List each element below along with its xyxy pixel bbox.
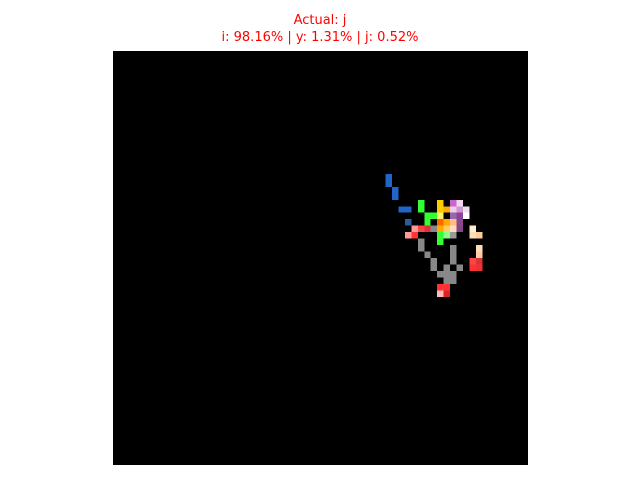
pixel bbox=[391, 193, 399, 200]
pixel bbox=[463, 206, 470, 213]
pixel bbox=[456, 212, 464, 220]
pixel bbox=[476, 251, 483, 258]
pixel bbox=[424, 212, 431, 220]
pixel bbox=[437, 290, 444, 297]
pixel bbox=[469, 264, 477, 271]
pixel bbox=[417, 199, 425, 207]
pixel bbox=[443, 290, 451, 297]
pixel bbox=[450, 212, 457, 220]
pixel bbox=[424, 219, 431, 226]
pixel bbox=[443, 264, 451, 271]
pixel bbox=[437, 238, 444, 246]
pixel bbox=[417, 225, 425, 233]
pixel bbox=[469, 232, 477, 239]
pixel bbox=[443, 270, 451, 278]
pixel bbox=[437, 232, 444, 239]
predictions-label: i: 98.16% | y: 1.31% | j: 0.52% bbox=[221, 30, 419, 45]
pixel bbox=[437, 212, 444, 220]
pixel bbox=[443, 206, 451, 213]
pixel bbox=[450, 232, 457, 239]
pixel bbox=[417, 238, 425, 246]
pixel bbox=[437, 219, 444, 226]
pixel bbox=[437, 225, 444, 233]
pixel bbox=[456, 219, 464, 226]
pixel bbox=[476, 245, 483, 252]
pixel bbox=[443, 283, 451, 291]
pixel bbox=[463, 212, 470, 220]
pixel bbox=[443, 277, 451, 284]
pixel bbox=[411, 232, 418, 239]
pixel bbox=[450, 219, 457, 226]
pixel bbox=[404, 206, 412, 213]
pixel bbox=[391, 186, 399, 194]
pixel bbox=[385, 180, 392, 187]
pixel bbox=[398, 206, 405, 213]
pixel bbox=[456, 199, 464, 207]
pixel bbox=[456, 225, 464, 233]
pixel bbox=[437, 206, 444, 213]
pixel bbox=[476, 258, 483, 265]
pixel bbox=[404, 219, 412, 226]
pixel bbox=[456, 264, 464, 271]
pixel bbox=[450, 251, 457, 258]
pixel bbox=[443, 219, 451, 226]
pixel bbox=[476, 232, 483, 239]
pixel bbox=[424, 251, 431, 258]
pixel bbox=[443, 225, 451, 233]
actual-label: Actual: j bbox=[293, 13, 347, 28]
pixel bbox=[404, 232, 412, 239]
pixel bbox=[450, 245, 457, 252]
pixel bbox=[430, 212, 438, 220]
pixel bbox=[456, 206, 464, 213]
pixel bbox=[417, 245, 425, 252]
pixel bbox=[450, 258, 457, 265]
pixel-image bbox=[385, 173, 483, 297]
pixel bbox=[437, 270, 444, 278]
pixel bbox=[469, 258, 477, 265]
pixel bbox=[424, 225, 431, 233]
pixel bbox=[417, 206, 425, 213]
pixel bbox=[430, 264, 438, 271]
pixel bbox=[430, 258, 438, 265]
pixel bbox=[437, 283, 444, 291]
pixel bbox=[469, 225, 477, 233]
pixel bbox=[385, 173, 392, 181]
pixel bbox=[450, 225, 457, 233]
pixel bbox=[450, 206, 457, 213]
pixel bbox=[450, 199, 457, 207]
pixel bbox=[443, 232, 451, 239]
image-canvas bbox=[113, 51, 528, 465]
pixel bbox=[437, 199, 444, 207]
pixel bbox=[430, 225, 438, 233]
pixel bbox=[450, 270, 457, 278]
pixel bbox=[476, 264, 483, 271]
pixel bbox=[450, 277, 457, 284]
pixel bbox=[411, 225, 418, 233]
